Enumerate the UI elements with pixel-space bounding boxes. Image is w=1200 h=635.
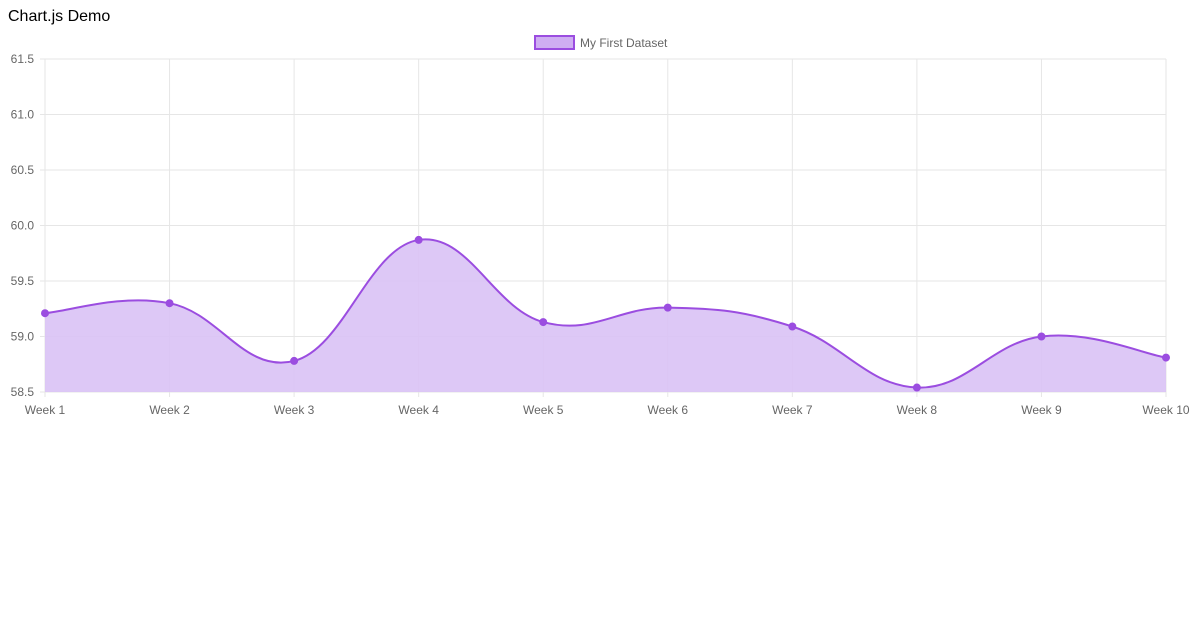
legend-swatch[interactable] (534, 35, 575, 50)
data-point[interactable] (912, 383, 921, 392)
y-tick-label: 59.5 (11, 274, 35, 288)
x-tick-label: Week 2 (149, 403, 190, 417)
data-point[interactable] (1162, 353, 1170, 362)
data-point[interactable] (165, 299, 174, 308)
legend-label[interactable]: My First Dataset (580, 36, 668, 50)
x-tick-label: Week 3 (274, 403, 315, 417)
legend[interactable]: My First Dataset (534, 35, 668, 50)
page-title: Chart.js Demo (8, 8, 111, 25)
y-axis-ticks: 61.5 61.0 60.5 60.0 59.5 59.0 58.5 (11, 52, 35, 399)
x-tick-label: Week 4 (398, 403, 439, 417)
x-axis-ticks: Week 1 Week 2 Week 3 Week 4 Week 5 Week 6 Week… (25, 403, 1190, 417)
series-area-fill (45, 239, 1166, 392)
x-tick-label: Week 1 (25, 403, 66, 417)
data-point[interactable] (1037, 332, 1046, 341)
data-point[interactable] (663, 303, 672, 312)
data-point[interactable] (788, 322, 797, 331)
x-tick-label: Week 10 (1142, 403, 1189, 417)
y-tick-label: 61.5 (11, 52, 35, 66)
data-point[interactable] (41, 309, 49, 318)
y-tick-label: 59.0 (11, 330, 35, 344)
y-tick-label: 61.0 (11, 108, 35, 122)
y-tick-label: 58.5 (11, 385, 35, 399)
series-line (44, 238, 1167, 389)
x-tick-label: Week 7 (772, 403, 813, 417)
y-tick-label: 60.5 (11, 163, 35, 177)
x-tick-label: Week 6 (648, 403, 689, 417)
x-tick-label: Week 8 (897, 403, 938, 417)
data-point[interactable] (290, 356, 299, 365)
x-tick-label: Week 5 (523, 403, 564, 417)
data-point[interactable] (414, 235, 423, 244)
x-tick-label: Week 9 (1021, 403, 1062, 417)
points-layer (41, 235, 1170, 392)
area-layer (44, 238, 1167, 392)
data-point[interactable] (539, 318, 548, 327)
y-tick-label: 60.0 (11, 219, 35, 233)
